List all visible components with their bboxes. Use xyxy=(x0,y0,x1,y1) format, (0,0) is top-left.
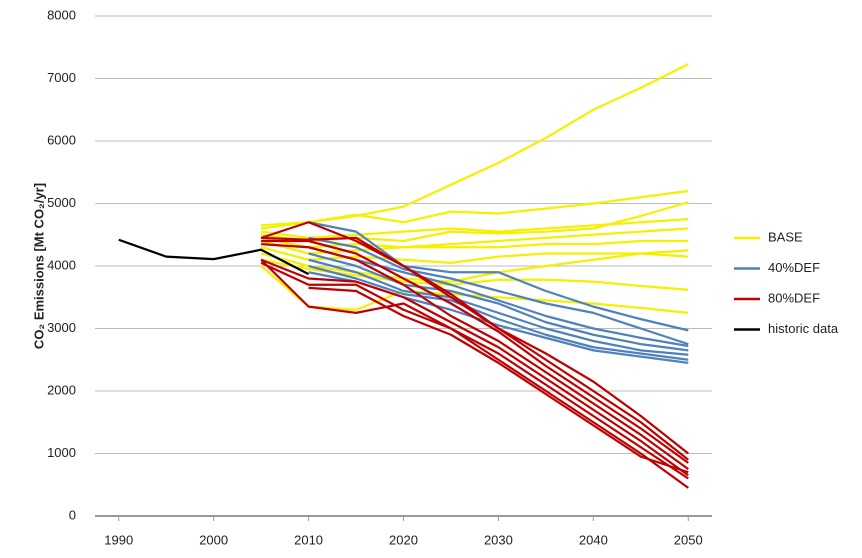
x-tick-label: 2040 xyxy=(579,532,608,547)
y-tick-label: 4000 xyxy=(47,257,76,272)
series-line xyxy=(118,238,310,276)
y-tick-label: 1000 xyxy=(47,445,76,460)
y-tick-label: 6000 xyxy=(47,132,76,147)
x-tick-label: 1990 xyxy=(104,532,133,547)
series-line xyxy=(260,218,689,239)
series-line xyxy=(260,246,689,264)
y-axis-title: CO₂ Emissions [Mt CO₂/yr] xyxy=(31,183,46,349)
y-tick-label: 7000 xyxy=(47,70,76,85)
y-tick-label: 3000 xyxy=(47,320,76,335)
series-line xyxy=(308,246,689,348)
series-line xyxy=(308,236,689,346)
legend-label: 80%DEF xyxy=(768,290,820,305)
legend-label: BASE xyxy=(768,229,803,244)
series-line xyxy=(260,227,689,249)
series-line xyxy=(308,258,689,356)
series-line xyxy=(260,201,689,243)
y-tick-label: 5000 xyxy=(47,195,76,210)
x-tick-label: 2030 xyxy=(484,532,513,547)
series-line xyxy=(260,265,689,314)
legend-label: historic data xyxy=(768,321,839,336)
series-line xyxy=(260,221,689,461)
series-line xyxy=(260,189,689,230)
series-line xyxy=(260,249,689,283)
series-line xyxy=(308,252,689,352)
series-line xyxy=(260,258,689,489)
x-tick-label: 2020 xyxy=(389,532,418,547)
series-line xyxy=(260,258,689,477)
series-line xyxy=(308,264,689,361)
x-tick-label: 2000 xyxy=(199,532,228,547)
series-line xyxy=(261,236,689,455)
series-line xyxy=(308,221,689,332)
x-tick-label: 2050 xyxy=(674,532,703,547)
series-line xyxy=(260,239,689,255)
y-tick-label: 0 xyxy=(69,507,76,522)
series-line xyxy=(261,239,689,464)
series-line xyxy=(261,63,689,227)
y-tick-label: 2000 xyxy=(47,382,76,397)
series-line xyxy=(261,243,689,471)
y-tick-label: 8000 xyxy=(47,7,76,22)
x-tick-label: 2010 xyxy=(294,532,323,547)
series-line xyxy=(260,261,689,480)
legend-label: 40%DEF xyxy=(768,260,820,275)
series-line xyxy=(308,286,689,474)
